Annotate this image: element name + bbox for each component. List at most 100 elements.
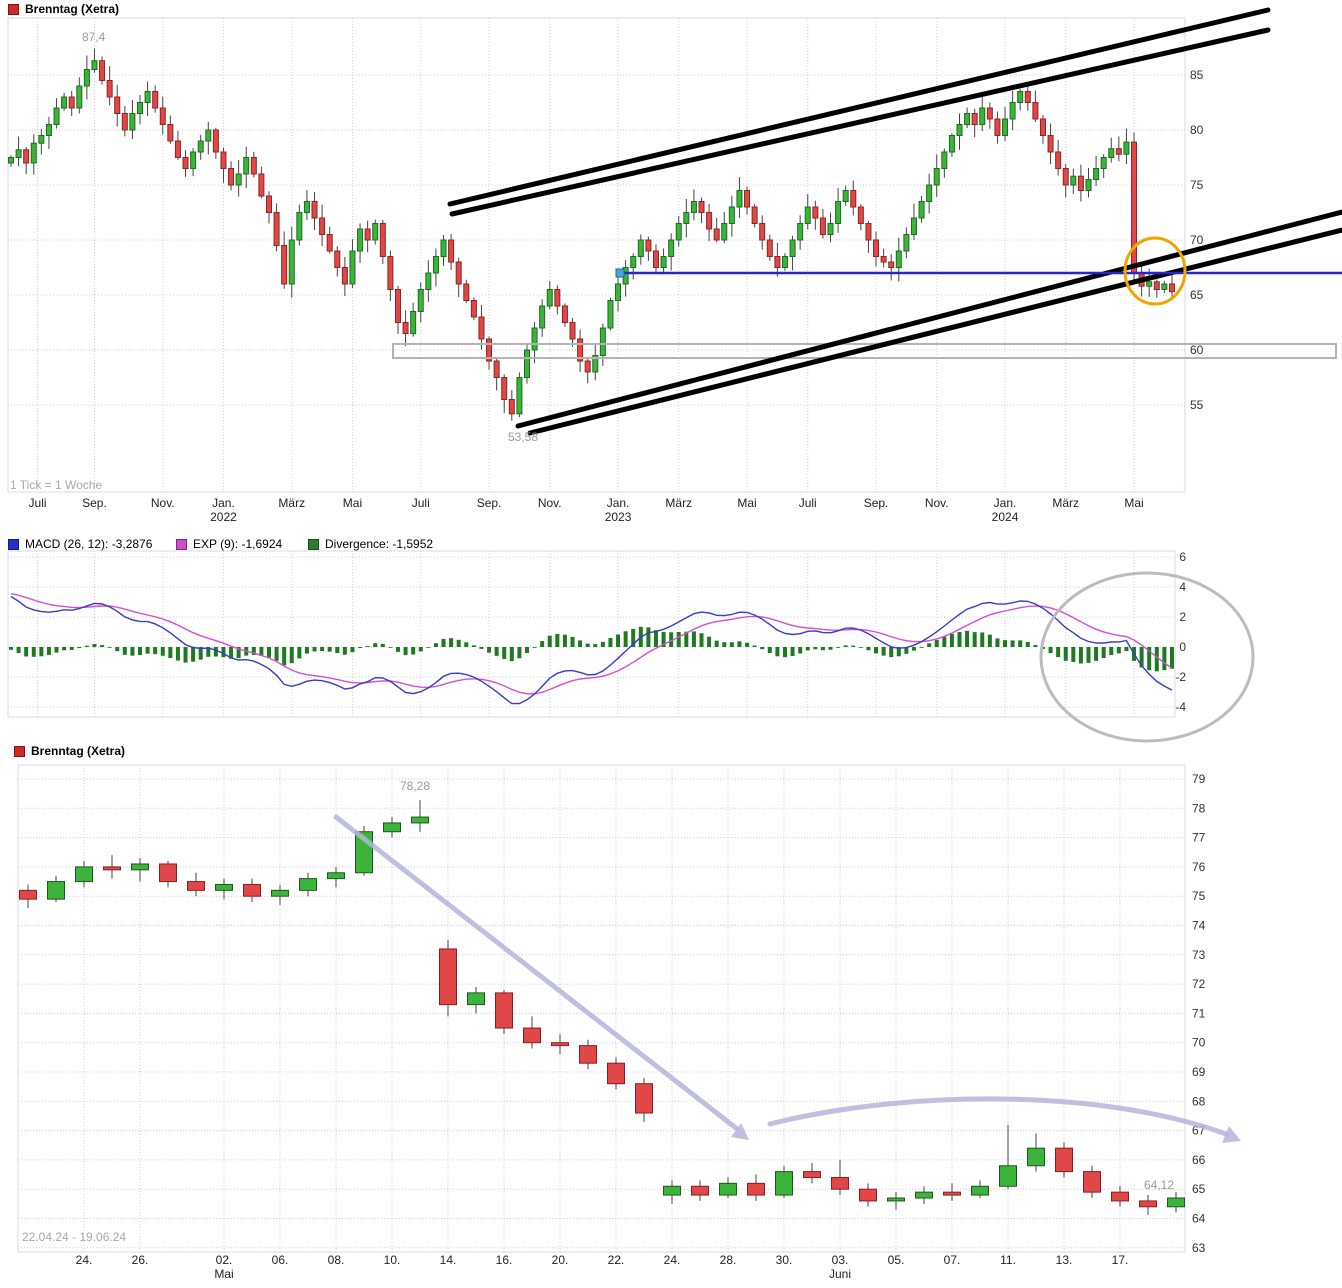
svg-text:Mai: Mai — [343, 496, 362, 510]
svg-text:60: 60 — [1190, 343, 1204, 357]
svg-text:Juli: Juli — [412, 496, 430, 510]
weekly-chart-legend: Brenntag (Xetra) — [8, 2, 120, 16]
svg-text:17.: 17. — [1112, 1253, 1129, 1267]
svg-text:März: März — [278, 496, 305, 510]
svg-text:März: März — [1052, 496, 1079, 510]
weekly-series-swatch-icon — [8, 3, 19, 15]
trend-arrow-0 — [333, 814, 739, 1131]
exp-legend-label: EXP (9): -1,6924 — [193, 537, 283, 551]
exp-legend-item: EXP (9): -1,6924 — [176, 537, 283, 551]
daily-series-swatch-icon — [14, 745, 25, 757]
daily-chart-title: Brenntag (Xetra) — [31, 744, 126, 758]
svg-text:20.: 20. — [552, 1253, 569, 1267]
svg-text:11.: 11. — [1000, 1253, 1016, 1267]
svg-text:70: 70 — [1190, 233, 1204, 247]
trend-arrow-head-1 — [1222, 1126, 1241, 1143]
svg-text:68: 68 — [1192, 1094, 1206, 1108]
svg-text:Jan.: Jan. — [212, 496, 235, 510]
weekly-low-label: 53,58 — [508, 430, 539, 444]
svg-text:63: 63 — [1192, 1241, 1206, 1255]
svg-text:2022: 2022 — [210, 510, 237, 524]
svg-text:78: 78 — [1192, 801, 1206, 815]
macd-panel[interactable]: 6 4 2 0 -2 -4 — [7, 550, 1255, 743]
daily-candles — [19, 800, 1185, 1215]
macd-series-swatch-icon — [8, 538, 19, 550]
weekly-high-label: 87,4 — [82, 30, 106, 44]
weekly-interval-note: 1 Tick = 1 Woche — [10, 478, 103, 492]
svg-text:65: 65 — [1192, 1182, 1206, 1196]
svg-text:75: 75 — [1190, 178, 1204, 192]
daily-date-range: 22.04.24 - 19.06.24 — [22, 1230, 127, 1244]
svg-text:30.: 30. — [776, 1253, 793, 1267]
svg-text:Juli: Juli — [29, 496, 47, 510]
svg-text:2024: 2024 — [992, 510, 1019, 524]
svg-text:74: 74 — [1192, 919, 1206, 933]
svg-text:24.: 24. — [76, 1253, 93, 1267]
highlight-circle — [1123, 236, 1187, 306]
svg-text:79: 79 — [1192, 772, 1206, 786]
svg-text:08.: 08. — [328, 1253, 345, 1267]
svg-text:66: 66 — [1192, 1153, 1206, 1167]
support-zone-rectangle — [392, 342, 1337, 360]
daily-chart-legend: Brenntag (Xetra) — [14, 744, 126, 758]
macd-highlight-ellipse — [1039, 571, 1255, 743]
svg-text:Jan.: Jan. — [607, 496, 630, 510]
svg-text:10.: 10. — [384, 1253, 401, 1267]
divergence-legend-item: Divergence: -1,5952 — [308, 537, 434, 551]
exp-series-swatch-icon — [176, 538, 187, 550]
svg-text:14.: 14. — [440, 1253, 457, 1267]
svg-text:Jan.: Jan. — [994, 496, 1017, 510]
macd-legend-label: MACD (26, 12): -3,2876 — [25, 537, 153, 551]
svg-text:Sep.: Sep. — [82, 496, 107, 510]
svg-text:Mai: Mai — [214, 1267, 233, 1281]
svg-text:März: März — [665, 496, 692, 510]
weekly-grid — [7, 17, 1186, 493]
weekly-drawings — [392, 7, 1342, 436]
svg-text:55: 55 — [1190, 398, 1204, 412]
svg-text:Sep.: Sep. — [477, 496, 502, 510]
line-anchor-handle — [615, 268, 625, 278]
svg-text:0: 0 — [1179, 640, 1186, 654]
divergence-legend-label: Divergence: -1,5952 — [325, 537, 434, 551]
svg-text:85: 85 — [1190, 68, 1204, 82]
trend-channel-line-0 — [447, 7, 1271, 207]
svg-text:Nov.: Nov. — [151, 496, 175, 510]
trend-arrow-head-0 — [731, 1123, 749, 1140]
weekly-candles — [8, 48, 1175, 421]
svg-text:69: 69 — [1192, 1065, 1206, 1079]
svg-text:77: 77 — [1192, 831, 1206, 845]
svg-text:80: 80 — [1190, 123, 1204, 137]
svg-text:16.: 16. — [496, 1253, 513, 1267]
svg-text:07.: 07. — [944, 1253, 961, 1267]
divergence-series-swatch-icon — [308, 538, 319, 550]
macd-histogram — [9, 626, 1174, 672]
svg-text:6: 6 — [1179, 550, 1186, 564]
svg-text:26.: 26. — [132, 1253, 149, 1267]
macd-signal-line — [10, 593, 1173, 695]
svg-text:73: 73 — [1192, 948, 1206, 962]
svg-text:03.: 03. — [832, 1253, 849, 1267]
svg-text:71: 71 — [1192, 1006, 1206, 1020]
trend-channel-line-2 — [515, 209, 1342, 429]
macd-line — [10, 595, 1173, 705]
weekly-chart-title: Brenntag (Xetra) — [25, 2, 120, 16]
svg-text:4: 4 — [1179, 580, 1186, 594]
svg-text:Mai: Mai — [737, 496, 756, 510]
svg-text:Nov.: Nov. — [538, 496, 562, 510]
svg-text:Nov.: Nov. — [925, 496, 949, 510]
svg-text:22.: 22. — [608, 1253, 625, 1267]
svg-text:24.: 24. — [664, 1253, 681, 1267]
svg-text:76: 76 — [1192, 860, 1206, 874]
trend-channel-line-3 — [527, 227, 1342, 436]
svg-text:Juni: Juni — [829, 1267, 851, 1281]
macd-grid — [7, 550, 1176, 718]
svg-text:2: 2 — [1179, 610, 1186, 624]
svg-text:Juli: Juli — [799, 496, 817, 510]
svg-text:75: 75 — [1192, 889, 1206, 903]
svg-text:2023: 2023 — [605, 510, 632, 524]
svg-text:02.: 02. — [216, 1253, 233, 1267]
